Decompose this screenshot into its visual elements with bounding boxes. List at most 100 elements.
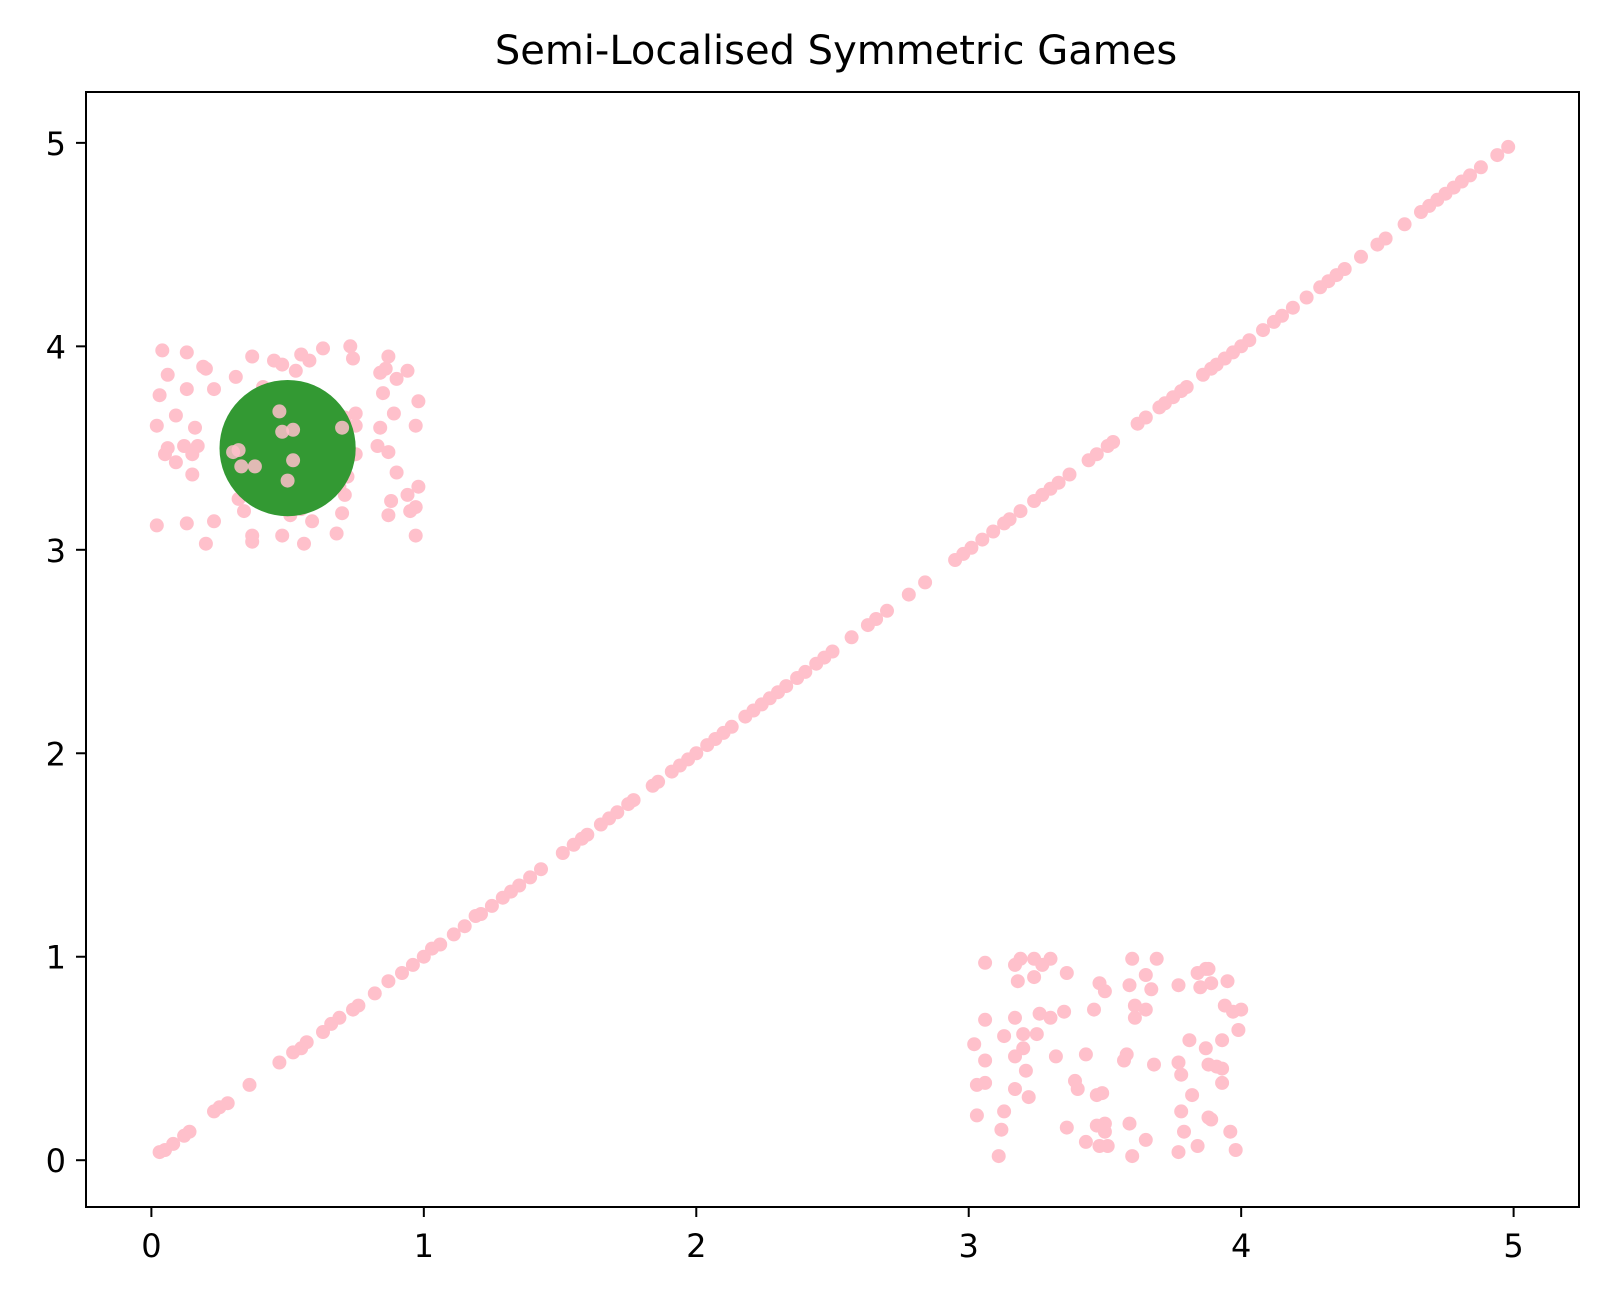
data-point bbox=[978, 1012, 993, 1027]
y-tick-label: 4 bbox=[46, 328, 66, 366]
data-point bbox=[335, 506, 350, 521]
data-point bbox=[1256, 323, 1270, 338]
data-point bbox=[302, 353, 317, 368]
data-point bbox=[332, 1010, 347, 1025]
data-point bbox=[1228, 1143, 1243, 1157]
data-point bbox=[152, 388, 167, 403]
data-point bbox=[1177, 1124, 1191, 1139]
points-over-layer bbox=[226, 404, 350, 488]
data-point bbox=[182, 1124, 197, 1139]
data-point bbox=[373, 420, 388, 435]
data-point bbox=[179, 516, 194, 531]
data-point bbox=[724, 719, 739, 734]
data-point bbox=[403, 504, 418, 519]
y-tick-label: 2 bbox=[46, 735, 66, 773]
data-point bbox=[844, 630, 859, 645]
data-point bbox=[1097, 1124, 1112, 1139]
data-point bbox=[1125, 1149, 1140, 1164]
chart-title: Semi-Localised Symmetric Games bbox=[495, 28, 1177, 74]
data-point bbox=[411, 394, 426, 409]
data-point bbox=[689, 746, 704, 761]
data-point bbox=[1275, 308, 1289, 323]
data-point bbox=[1147, 1057, 1161, 1072]
x-tick-label: 5 bbox=[1503, 1227, 1523, 1265]
data-point bbox=[1174, 1067, 1189, 1082]
data-point bbox=[288, 363, 303, 378]
data-point bbox=[1062, 467, 1077, 482]
data-point bbox=[242, 1077, 257, 1092]
points-layer bbox=[149, 139, 1516, 1164]
data-point bbox=[207, 514, 221, 529]
data-point bbox=[316, 341, 330, 356]
data-point bbox=[335, 420, 350, 435]
data-point bbox=[1078, 1047, 1093, 1062]
data-point bbox=[1002, 512, 1017, 527]
data-point bbox=[626, 793, 641, 808]
data-point bbox=[234, 459, 249, 474]
data-point bbox=[651, 774, 666, 789]
data-point bbox=[386, 406, 401, 421]
data-point bbox=[433, 937, 448, 952]
data-point bbox=[991, 1149, 1006, 1164]
data-point bbox=[1299, 290, 1314, 305]
data-point bbox=[1215, 1033, 1230, 1048]
data-point bbox=[245, 534, 260, 549]
data-point bbox=[376, 386, 390, 401]
data-point bbox=[245, 349, 260, 364]
data-point bbox=[351, 998, 366, 1013]
data-point bbox=[1215, 1061, 1230, 1076]
data-point bbox=[1070, 1082, 1085, 1096]
data-point bbox=[1106, 435, 1121, 449]
data-point bbox=[1100, 1139, 1115, 1153]
data-point bbox=[247, 459, 262, 474]
data-point bbox=[286, 422, 301, 437]
data-point bbox=[1016, 1027, 1031, 1042]
data-point bbox=[1027, 970, 1042, 985]
data-point bbox=[395, 966, 409, 980]
y-tick-label: 5 bbox=[46, 125, 66, 163]
data-point bbox=[408, 418, 423, 433]
y-tick-label: 3 bbox=[46, 532, 66, 570]
data-point bbox=[411, 479, 426, 494]
data-point bbox=[378, 361, 393, 376]
data-point bbox=[1242, 333, 1257, 348]
data-point bbox=[555, 846, 570, 860]
data-point bbox=[381, 508, 396, 523]
y-axis: 0 1 2 3 4 5 bbox=[46, 125, 86, 1180]
data-point bbox=[389, 465, 404, 480]
data-point bbox=[1048, 1049, 1063, 1064]
data-point bbox=[1057, 1004, 1072, 1019]
data-point bbox=[1032, 1006, 1047, 1021]
data-point bbox=[1021, 1090, 1036, 1105]
data-point bbox=[880, 603, 894, 618]
data-point bbox=[160, 441, 175, 456]
data-point bbox=[1501, 139, 1516, 154]
y-tick-label: 0 bbox=[46, 1142, 66, 1180]
data-point bbox=[994, 1122, 1009, 1137]
data-point bbox=[384, 494, 399, 508]
data-point bbox=[228, 369, 243, 384]
data-point bbox=[1138, 410, 1153, 425]
data-point bbox=[400, 487, 415, 502]
data-point bbox=[1059, 966, 1074, 980]
data-point bbox=[196, 359, 211, 374]
data-point bbox=[1008, 957, 1022, 972]
data-point bbox=[967, 1037, 982, 1052]
data-point bbox=[978, 1053, 993, 1068]
data-point bbox=[280, 473, 295, 488]
data-point bbox=[534, 862, 548, 877]
data-point bbox=[207, 382, 221, 397]
data-point bbox=[1125, 951, 1140, 966]
data-point bbox=[1008, 1010, 1022, 1025]
x-tick-label: 2 bbox=[686, 1227, 706, 1265]
data-point bbox=[1490, 148, 1505, 163]
data-point bbox=[484, 898, 499, 913]
data-point bbox=[1043, 1010, 1058, 1025]
data-point bbox=[978, 955, 993, 970]
data-point bbox=[1193, 980, 1208, 995]
data-point bbox=[523, 870, 538, 885]
data-point bbox=[997, 1029, 1012, 1044]
data-point bbox=[160, 367, 175, 382]
data-point bbox=[149, 418, 164, 433]
